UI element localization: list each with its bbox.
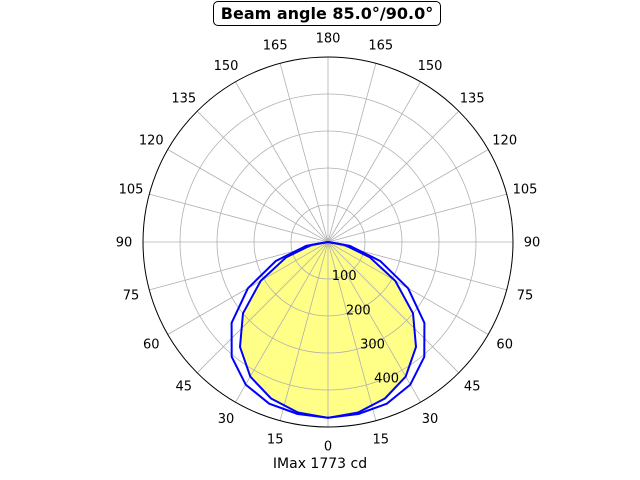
polar-grid — [142, 56, 514, 428]
angle-tick-label: 45 — [176, 380, 193, 395]
radial-tick-labels: 100 200 300 400 — [332, 269, 399, 387]
angular-grid-line — [279, 241, 329, 421]
angle-tick-label: 135 — [171, 91, 196, 106]
radial-tick-label: 400 — [374, 372, 399, 387]
angle-tick-label: 60 — [496, 338, 513, 353]
angle-tick-label: 165 — [263, 39, 288, 54]
angular-grid-line — [327, 241, 377, 421]
angle-tick-label: 60 — [143, 338, 160, 353]
chart-title: Beam angle 85.0°/90.0° — [213, 1, 441, 26]
angle-tick-label: 75 — [517, 288, 534, 303]
angle-tick-label: 180 — [316, 32, 341, 47]
angle-tick-label: 30 — [218, 412, 235, 427]
radial-tick-label: 300 — [360, 338, 385, 353]
angle-tick-label: 150 — [214, 59, 239, 74]
angle-tick-label: 105 — [513, 183, 538, 198]
x-axis-label: IMax 1773 cd — [272, 456, 368, 472]
angular-grid-line — [149, 193, 329, 243]
angular-grid-line — [279, 63, 329, 243]
angular-grid-line — [196, 110, 329, 243]
angle-tick-label: 135 — [460, 91, 485, 106]
radial-tick-label: 200 — [346, 303, 371, 318]
angle-tick-label: 45 — [464, 380, 481, 395]
angular-grid-line — [327, 241, 460, 374]
angle-tick-label: 15 — [267, 433, 284, 448]
angle-tick-label: 90 — [116, 236, 133, 251]
angular-grid-line — [327, 110, 460, 243]
angle-tick-label: 75 — [123, 288, 140, 303]
angle-tick-label: 30 — [422, 412, 439, 427]
angular-grid-line — [196, 241, 329, 374]
angle-tick-label: 120 — [139, 134, 164, 149]
angle-tick-label: 15 — [373, 433, 390, 448]
angular-grid-line — [327, 193, 507, 243]
distribution-curve-2 — [230, 241, 426, 419]
polar-frame — [142, 56, 514, 428]
radial-tick-label: 100 — [332, 269, 357, 284]
angle-tick-label: 150 — [418, 59, 443, 74]
angle-tick-label: 105 — [119, 183, 144, 198]
angular-grid-line — [327, 81, 421, 243]
light-distribution-curves — [230, 241, 426, 419]
angle-tick-label: 165 — [368, 39, 393, 54]
angle-tick-label: 90 — [524, 236, 541, 251]
angle-tick-label: 0 — [324, 440, 332, 455]
angular-grid-line — [167, 149, 329, 243]
angle-tick-labels: 0 15 30 45 60 75 90 105 120 135 150 165 180 15 30 45 60 7… — [116, 32, 541, 455]
angular-grid-line — [327, 63, 377, 243]
angular-grid-line — [235, 81, 329, 243]
angular-grid-line — [327, 149, 489, 243]
angle-tick-label: 120 — [492, 134, 517, 149]
